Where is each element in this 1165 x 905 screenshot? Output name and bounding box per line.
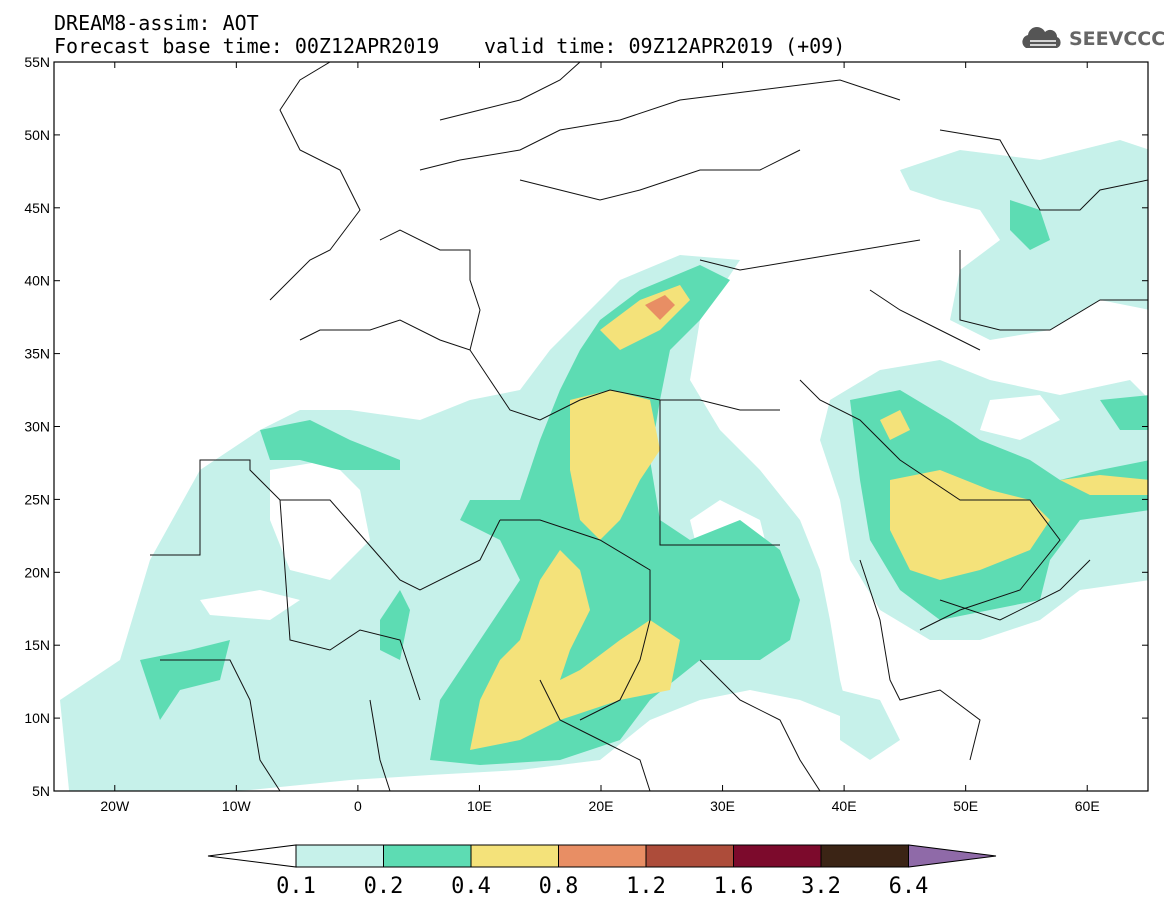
base-time: Forecast base time: 00Z12APR2019 xyxy=(54,34,440,58)
lat-label: 35N xyxy=(24,346,50,362)
lat-label: 55N xyxy=(24,54,50,70)
colorbar-segment xyxy=(733,844,822,868)
colorbar-segment xyxy=(295,844,384,868)
colorbar-arrow-high xyxy=(908,844,997,868)
colorbar-segment xyxy=(820,844,909,868)
colorbar-label: 0.4 xyxy=(451,874,491,899)
lon-label: 50E xyxy=(953,798,978,814)
lon-label: 20W xyxy=(100,798,130,814)
cloud-logo-icon xyxy=(1022,27,1061,48)
lat-label: 15N xyxy=(24,637,50,653)
colorbar: 0.1 0.2 0.4 0.8 1.2 1.6 3.2 6.4 xyxy=(207,844,997,899)
lat-label: 5N xyxy=(32,783,50,799)
country-borders xyxy=(150,62,1148,791)
colorbar-segment xyxy=(558,844,647,868)
colorbar-label: 0.8 xyxy=(539,874,579,899)
map-title: DREAM8-assim: AOT xyxy=(54,11,259,35)
lon-label: 0 xyxy=(354,798,362,814)
colorbar-segment xyxy=(383,844,472,868)
lat-label: 20N xyxy=(24,564,50,580)
lat-label: 25N xyxy=(24,491,50,507)
colorbar-label: 0.1 xyxy=(276,874,316,899)
lon-label: 10W xyxy=(222,798,252,814)
logo-text: SEEVCCC xyxy=(1069,28,1165,50)
lat-label: 45N xyxy=(24,200,50,216)
lon-label: 40E xyxy=(832,798,857,814)
lat-label: 40N xyxy=(24,273,50,289)
lat-label: 50N xyxy=(24,127,50,143)
colorbar-segment xyxy=(470,844,559,868)
lon-label: 30E xyxy=(710,798,735,814)
longitude-axis: 20W 10W 0 10E 20E 30E 40E 50E 60E xyxy=(100,62,1100,814)
colorbar-label: 0.2 xyxy=(364,874,404,899)
colorbar-segment xyxy=(645,844,734,868)
colorbar-label: 1.2 xyxy=(626,874,666,899)
lon-label: 60E xyxy=(1075,798,1100,814)
lat-label: 30N xyxy=(24,419,50,435)
valid-time: valid time: 09Z12APR2019 (+09) xyxy=(484,34,846,58)
aot-field xyxy=(60,140,1148,791)
lat-label: 10N xyxy=(24,710,50,726)
lon-label: 20E xyxy=(589,798,614,814)
colorbar-label: 6.4 xyxy=(889,874,929,899)
colorbar-arrow-low xyxy=(207,844,297,868)
lon-label: 10E xyxy=(467,798,492,814)
colorbar-label: 3.2 xyxy=(801,874,841,899)
latitude-axis: 55N 50N 45N 40N 35N 30N 25N 20N 15N 10N 5N xyxy=(24,54,1148,799)
colorbar-label: 1.6 xyxy=(714,874,754,899)
